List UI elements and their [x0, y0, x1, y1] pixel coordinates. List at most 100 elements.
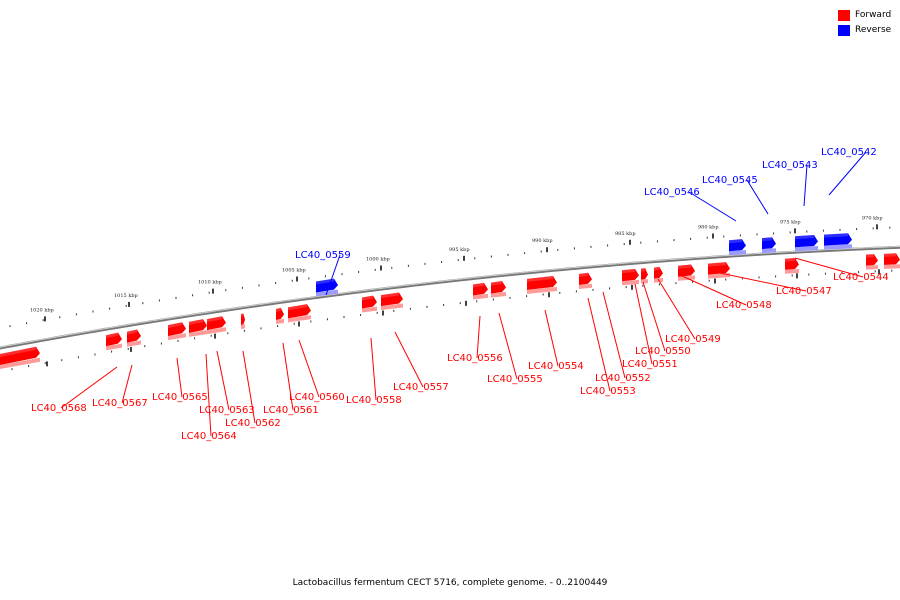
gene-label: LC40_0544: [833, 272, 889, 283]
gene-label: LC40_0564: [181, 431, 237, 442]
gene-label: LC40_0560: [289, 392, 345, 403]
gene-callout-line: [205, 353, 212, 437]
scale-label: 985 kbp: [615, 231, 636, 237]
gene-callout-line: [325, 254, 341, 296]
gene-callout-line: [176, 357, 183, 398]
gene-callout-line: [498, 312, 518, 380]
gene-label: LC40_0551: [622, 359, 678, 370]
gene-label: LC40_0561: [263, 405, 319, 416]
gene-feature: [473, 282, 488, 300]
gene-feature: [622, 268, 639, 286]
scale-label: 1000 kbp: [366, 257, 390, 263]
gene-feature: [362, 295, 377, 313]
gene-label: LC40_0548: [716, 300, 772, 311]
gene-feature: [824, 233, 852, 250]
gene-feature: [276, 307, 284, 324]
gene-label: LC40_0552: [595, 373, 651, 384]
scale-label: 1020 kbp: [30, 307, 54, 313]
gene-label: LC40_0563: [199, 405, 255, 416]
gene-feature: [168, 322, 186, 341]
legend-forward-swatch: [838, 10, 850, 21]
gene-feature-unlabeled: [884, 253, 900, 269]
gene-labels: LC40_0542LC40_0543LC40_0544LC40_0545LC40…: [31, 147, 889, 442]
gene-callout-line: [121, 364, 133, 404]
gene-label: LC40_0550: [635, 346, 691, 357]
scale-labels: 970 kbp 975 kbp 980 kbp 985 kbp 990 kbp 995 k…: [30, 215, 883, 313]
gene-feature: [527, 276, 557, 294]
gene-feature: [241, 313, 245, 330]
gene-feature: [785, 257, 799, 274]
gene-label: LC40_0542: [821, 147, 877, 158]
gene-callout-line: [679, 274, 747, 306]
gene-callout-line: [746, 179, 769, 215]
gene-callout-line: [60, 366, 118, 409]
gene-feature-unlabeled: [127, 329, 141, 347]
gene-callout-line: [688, 191, 737, 222]
gene-label: LC40_0558: [346, 395, 402, 406]
gene-label: LC40_0553: [580, 386, 636, 397]
genome-backbone: [0, 245, 900, 350]
gene-feature: [0, 346, 40, 369]
gene-callout-line: [602, 291, 626, 379]
gene-feature: [189, 319, 207, 337]
gene-callout-line: [587, 297, 611, 392]
gene-label: LC40_0543: [762, 160, 818, 171]
gene-feature: [207, 316, 226, 335]
gene-label: LC40_0557: [393, 382, 449, 393]
gene-callout-line: [282, 342, 294, 411]
scale-label: 1005 kbp: [282, 267, 306, 273]
gene-label: LC40_0562: [225, 418, 281, 429]
gene-label: LC40_0546: [644, 187, 700, 198]
legend-reverse-swatch: [838, 25, 850, 36]
gene-label: LC40_0547: [776, 286, 832, 297]
legend-forward-label: Forward: [855, 10, 892, 20]
gene-label: LC40_0559: [295, 250, 351, 261]
scale-label: 1010 kbp: [198, 280, 222, 286]
gene-callout-line: [216, 350, 230, 411]
gene-label: LC40_0565: [152, 392, 208, 403]
gene-label: LC40_0567: [92, 398, 148, 409]
genome-caption: Lactobacillus fermentum CECT 5716, compl…: [292, 578, 608, 588]
gene-label: LC40_0549: [665, 334, 721, 345]
gene-feature: [795, 234, 818, 252]
gene-feature: [866, 254, 878, 270]
genome-backbone-highlight: [0, 245, 900, 348]
gene-feature: [106, 332, 122, 351]
gene-callout-line: [794, 257, 864, 278]
gene-callout-line: [298, 339, 320, 398]
scale-label: 970 kbp: [862, 215, 883, 221]
gene-feature: [579, 272, 592, 289]
gene-features: [0, 233, 900, 369]
gene-label: LC40_0568: [31, 403, 87, 414]
gene-callout-line: [719, 272, 807, 292]
gene-label: LC40_0554: [528, 361, 584, 372]
scale-label: 980 kbp: [698, 224, 719, 230]
gene-callout-line: [370, 337, 377, 401]
gene-feature: [381, 292, 403, 311]
scale-label: 990 kbp: [532, 238, 553, 244]
gene-callout-line: [242, 350, 256, 424]
gene-callout-line: [634, 283, 653, 365]
gene-feature: [729, 239, 746, 256]
gene-feature: [316, 278, 338, 297]
gene-feature: [641, 268, 648, 284]
gene-callout-line: [828, 151, 867, 196]
gene-label: LC40_0556: [447, 353, 503, 364]
gene-feature: [708, 262, 730, 279]
scale-label: 1015 kbp: [114, 293, 138, 299]
scale-ticks: [9, 224, 893, 371]
gene-callout-line: [394, 331, 424, 388]
gene-callout-line: [642, 281, 666, 352]
gene-callout-line: [803, 164, 808, 207]
gene-label: LC40_0545: [702, 175, 758, 186]
scale-label: 995 kbp: [449, 247, 470, 253]
gene-label: LC40_0555: [487, 374, 543, 385]
gene-feature: [762, 237, 776, 254]
legend-reverse-label: Reverse: [855, 25, 892, 35]
gene-feature: [491, 281, 506, 298]
gene-feature: [288, 304, 311, 323]
scale-label: 975 kbp: [780, 219, 801, 225]
gene-callout-line: [476, 315, 481, 359]
gene-callout-line: [657, 278, 696, 340]
